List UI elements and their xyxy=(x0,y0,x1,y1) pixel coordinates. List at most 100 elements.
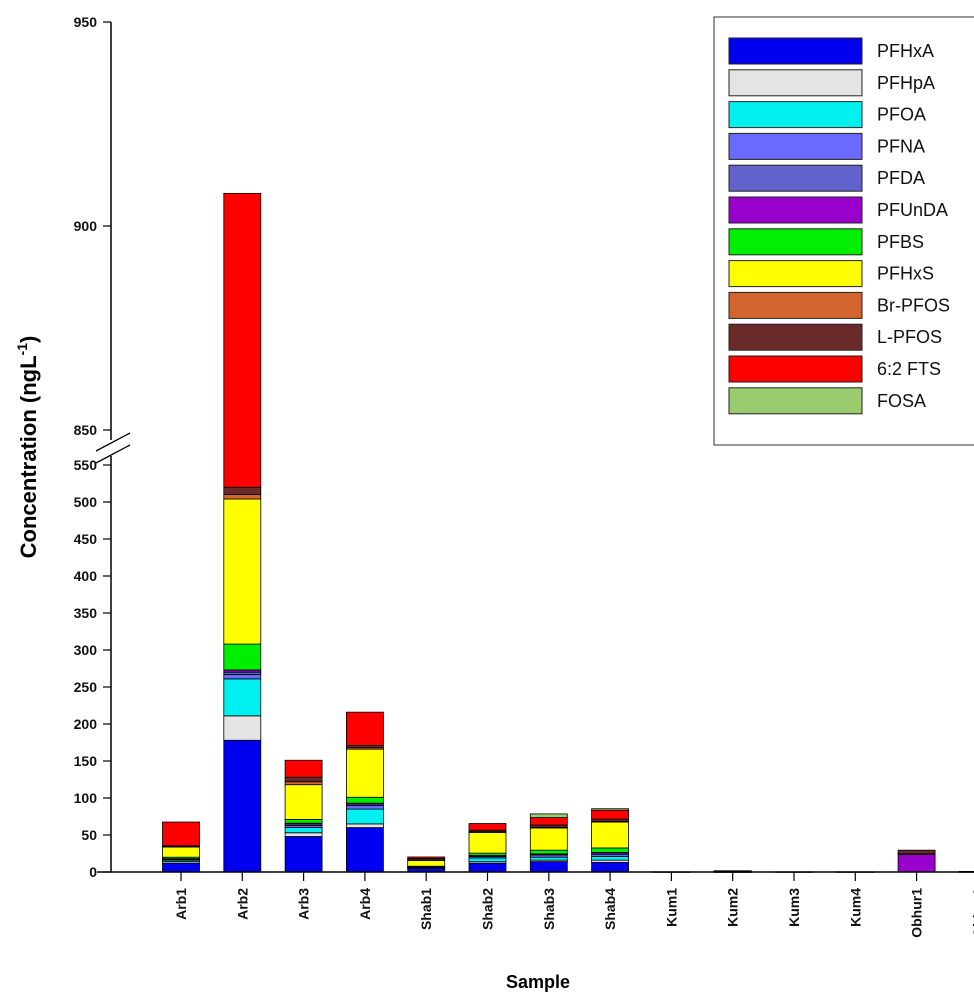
bar-segment xyxy=(284,759,323,778)
y-tick-label: 450 xyxy=(74,531,98,547)
bar-segment xyxy=(284,784,323,820)
bar-segment xyxy=(223,674,262,680)
legend-swatch xyxy=(728,355,863,383)
legend-label: PFHxS xyxy=(877,264,934,284)
bar-segment xyxy=(529,817,568,826)
bar-segment xyxy=(223,494,262,500)
legend-label: PFUnDA xyxy=(877,200,948,220)
x-tick-label: Arb4 xyxy=(357,888,373,920)
bar-segment xyxy=(529,813,568,819)
bar-segment xyxy=(529,856,568,861)
legend-swatch xyxy=(728,69,863,97)
legend-swatch xyxy=(728,37,863,65)
y-tick-label: 0 xyxy=(89,864,97,880)
bar-segment xyxy=(468,823,507,831)
x-tick-label: Kum4 xyxy=(847,888,863,927)
axis-break-mark xyxy=(95,432,131,464)
bar-segment xyxy=(591,861,629,873)
bar-segment xyxy=(591,856,629,861)
bar-segment xyxy=(223,678,262,717)
y-tick-label: 50 xyxy=(81,827,97,843)
bar-segment xyxy=(284,836,323,873)
bar-segment xyxy=(223,192,262,488)
legend-label: PFHpA xyxy=(877,73,935,93)
bar-segment xyxy=(162,862,200,873)
legend-swatch xyxy=(728,196,863,224)
legend-label: 6:2 FTS xyxy=(877,359,941,379)
x-tick-label: Kum1 xyxy=(663,888,679,927)
x-tick-label: Arb1 xyxy=(173,888,189,920)
y-ticks-layer: 0 50 100 150 200 250 300 350 400 450 500 550 850 900 9… xyxy=(74,14,111,880)
y-tick-label: 200 xyxy=(74,716,98,732)
bar-segment xyxy=(529,827,568,851)
bar-segment xyxy=(407,859,446,867)
x-tick-label: Kum3 xyxy=(786,888,802,927)
bar-segment xyxy=(162,821,200,847)
bar-segment xyxy=(223,715,262,741)
y-tick-label: 550 xyxy=(74,457,98,473)
y-tick-label: 350 xyxy=(74,605,98,621)
bar-segment xyxy=(345,711,384,746)
bar-segment xyxy=(223,739,262,873)
x-tick-label: Shab1 xyxy=(418,888,434,930)
bar-segment xyxy=(468,862,507,873)
legend: PFHxA PFHpA PFOA PFNA PFDA PFUnDA PFBS PFHxS Br-… xyxy=(713,16,974,446)
bar-segment xyxy=(223,486,262,496)
x-tick-label: Arb3 xyxy=(296,888,312,920)
y-axis-title-main: Concentration (ngL xyxy=(16,355,41,558)
x-tick-label: Shab2 xyxy=(480,888,496,930)
bar-segment xyxy=(345,748,384,798)
legend-swatch xyxy=(728,101,863,129)
x-tick-label: Kum2 xyxy=(725,888,741,927)
bar-segment xyxy=(591,821,629,849)
bar-segment xyxy=(162,846,200,858)
bar-segment xyxy=(345,827,384,873)
legend-label: PFNA xyxy=(877,136,925,156)
bar-segment xyxy=(345,796,384,804)
bars-layer xyxy=(162,192,974,873)
legend-swatch xyxy=(728,387,863,415)
legend-label: FOSA xyxy=(877,391,926,411)
legend-label: Br-PFOS xyxy=(877,295,950,315)
bar-segment xyxy=(468,832,507,854)
x-tick-label: Arb2 xyxy=(234,888,250,920)
y-tick-label: 400 xyxy=(74,568,98,584)
bar-segment xyxy=(529,849,568,855)
bar-segment xyxy=(529,861,568,873)
y-axis-title-superscript: -1 xyxy=(14,343,30,356)
bar-segment xyxy=(223,498,262,645)
legend-swatch xyxy=(728,228,863,256)
y-tick-label: 500 xyxy=(74,494,98,510)
bar-segment xyxy=(897,853,936,873)
bar-segment xyxy=(345,808,384,825)
x-ticks-layer: Arb1 Arb2 Arb3 Arb4 Shab1 Shab2 Shab3 Shab4 Kum1… xyxy=(173,872,974,938)
bar-segment xyxy=(284,819,323,824)
bar-segment xyxy=(284,832,323,837)
y-tick-label: 300 xyxy=(74,642,98,658)
y-axis-title: Concentration (ngL-1) xyxy=(14,336,41,559)
bar-segment xyxy=(284,781,323,786)
axes-layer xyxy=(95,22,974,873)
legend-swatch xyxy=(728,323,863,351)
y-tick-label: 100 xyxy=(74,790,98,806)
bar-segment xyxy=(407,856,446,859)
legend-label: PFDA xyxy=(877,168,925,188)
legend-label: L-PFOS xyxy=(877,327,942,347)
bar-segment xyxy=(223,643,262,671)
y-tick-label: 150 xyxy=(74,753,98,769)
x-tick-label: Shab4 xyxy=(602,888,618,930)
bar-segment xyxy=(897,849,936,855)
y-tick-label: 850 xyxy=(74,422,98,438)
x-tick-label: Shab3 xyxy=(541,888,557,930)
y-tick-label: 950 xyxy=(74,14,98,30)
bar-segment xyxy=(591,847,629,853)
legend-label: PFBS xyxy=(877,232,924,252)
bar-segment xyxy=(284,776,323,783)
legend-swatch xyxy=(728,260,863,288)
x-tick-label: Obhur1 xyxy=(909,888,925,938)
y-axis-title-close: ) xyxy=(16,336,41,343)
y-tick-label: 900 xyxy=(74,218,98,234)
legend-swatch xyxy=(728,132,863,160)
bar-segment xyxy=(468,857,507,863)
